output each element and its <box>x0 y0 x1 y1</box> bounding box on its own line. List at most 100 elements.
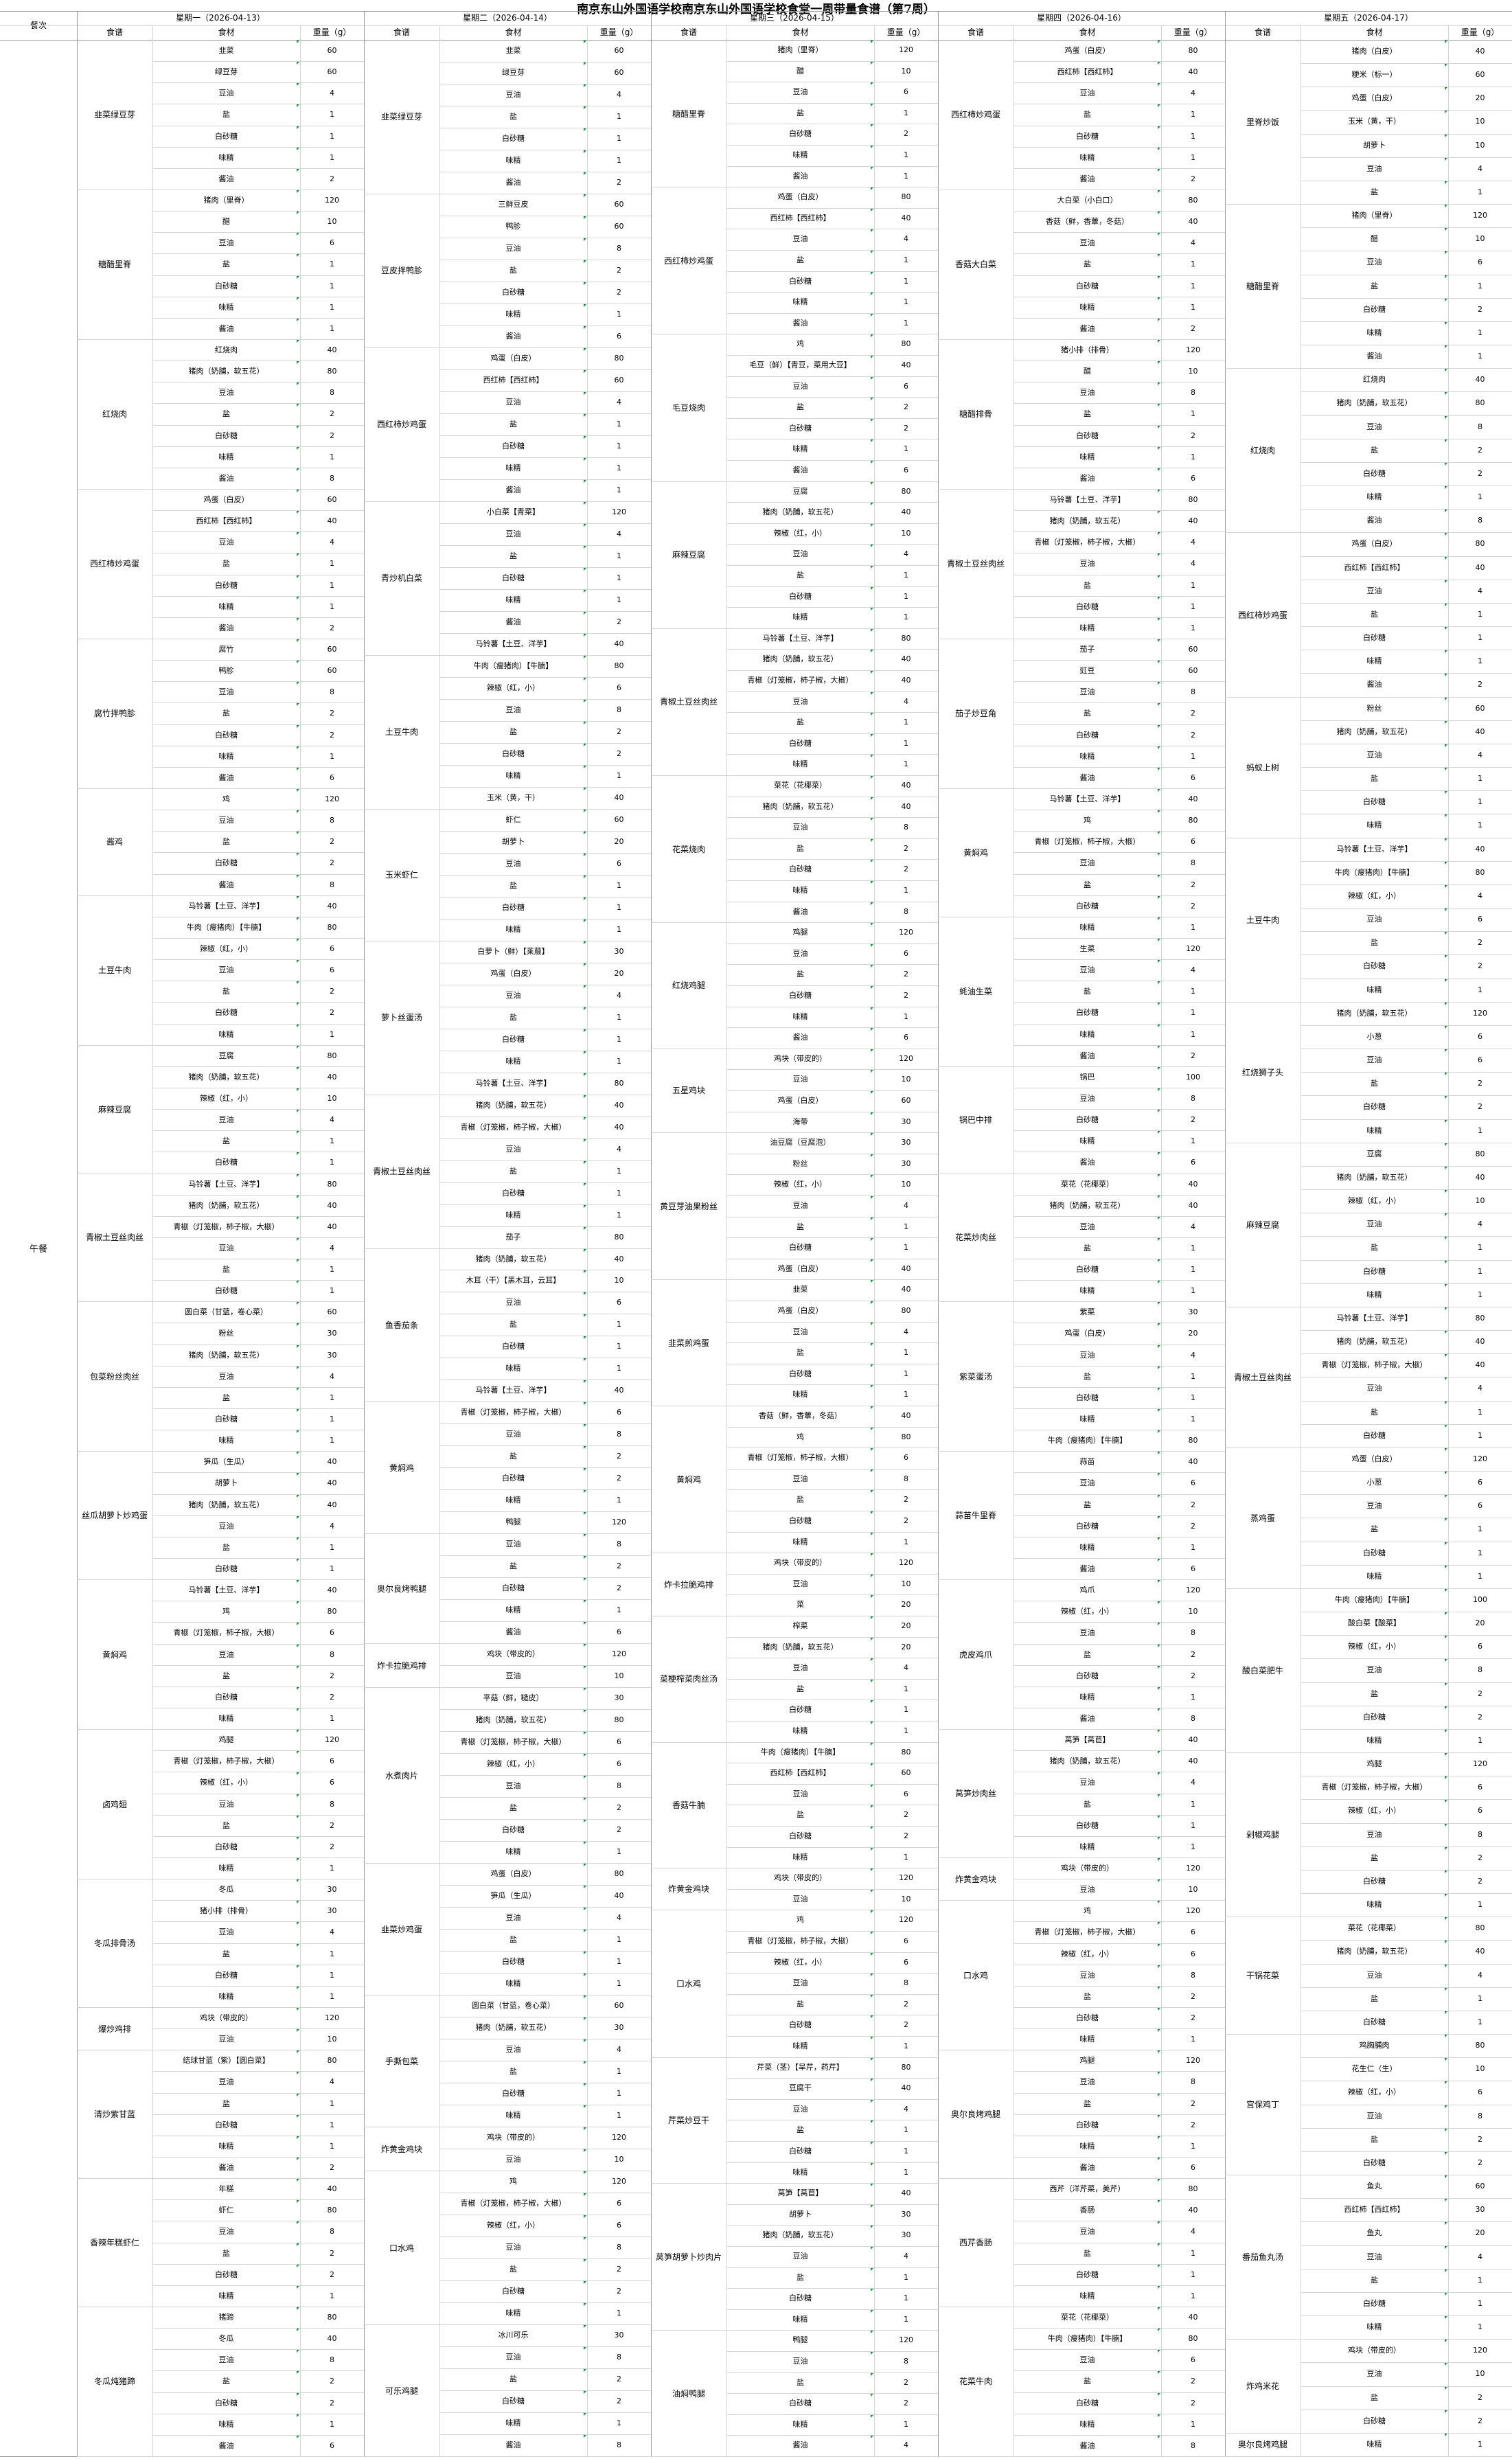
ingredient: 毛豆（鲜）【青豆，菜用大豆】 <box>749 361 851 369</box>
ingredient-weight: 40 <box>1475 1947 1485 1956</box>
ingredient: 盐 <box>1371 938 1378 948</box>
ingredient-weight: 1 <box>1191 1542 1195 1552</box>
ingredient-weight: 1 <box>617 2309 621 2318</box>
ingredient: 牛肉（瘦猪肉）【牛腩】 <box>1047 2334 1127 2344</box>
cell-marker-icon <box>871 1028 873 1031</box>
ingredient-weight: 6 <box>904 1789 908 1798</box>
ingredient-weight: 1 <box>617 1210 621 1220</box>
ingredient-weight: 1 <box>904 297 908 307</box>
cell-marker-icon <box>584 743 586 746</box>
ingredient-weight: 1 <box>617 1342 621 1351</box>
cell-marker-icon <box>1445 2316 1447 2319</box>
ingredient-weight: 2 <box>330 1820 334 1830</box>
ingredient: 味精 <box>792 613 808 622</box>
cell-marker-icon <box>1445 814 1447 818</box>
ingredient-weight: 6 <box>1191 1949 1195 1958</box>
ingredient-weight: 4 <box>617 2045 621 2055</box>
grid-line <box>1301 2127 1512 2129</box>
ingredient-weight: 1 <box>617 1605 621 1615</box>
ingredient-weight: 1 <box>1478 797 1482 807</box>
ingredient-weight: 1 <box>1191 1415 1195 1424</box>
grid-line <box>1013 403 1225 404</box>
cell-marker-icon <box>871 1343 873 1347</box>
grid-line <box>152 2157 364 2158</box>
ingredient-weight: 80 <box>1475 867 1485 877</box>
cell-marker-icon <box>871 1469 873 1472</box>
ingredient-weight: 4 <box>904 696 908 706</box>
ingredient: 盐 <box>509 111 517 121</box>
cell-marker-icon <box>584 1314 586 1318</box>
grid-line <box>439 1929 651 1930</box>
cell-marker-icon <box>297 1216 299 1220</box>
dish-name: 口水鸡 <box>389 2243 414 2253</box>
cell-marker-icon <box>584 128 586 131</box>
cell-marker-icon <box>297 2114 299 2118</box>
ingredient-weight: 40 <box>901 507 911 517</box>
cell-marker-icon <box>297 1858 299 1862</box>
ingredient: 味精 <box>1366 2322 1382 2331</box>
cell-marker-icon <box>1445 1002 1447 1005</box>
ingredient-column-header: 食材 <box>1079 27 1096 37</box>
dish-name: 青炒机白菜 <box>380 573 422 584</box>
ingredient: 盐 <box>222 837 230 847</box>
grid-line <box>1301 415 1512 416</box>
grid-line <box>152 766 364 768</box>
cell-marker-icon <box>871 2142 873 2145</box>
ingredient-weight: 8 <box>1191 687 1195 697</box>
grid-line <box>1013 1643 1225 1645</box>
ingredient: 盐 <box>222 1949 230 1958</box>
grid-line <box>152 660 364 661</box>
grid-line <box>938 1729 1225 1730</box>
ingredient-weight: 40 <box>1188 794 1198 803</box>
grid-line <box>651 2183 938 2184</box>
cell-marker-icon <box>584 369 586 373</box>
grid-line <box>439 1599 651 1601</box>
grid-line <box>1301 1822 1512 1824</box>
cell-marker-icon <box>1445 1213 1447 1217</box>
ingredient: 猪肉（里脊） <box>203 195 249 205</box>
ingredient: 白砂糖 <box>789 423 812 433</box>
ingredient-weight: 40 <box>327 2334 337 2344</box>
ingredient: 盐 <box>1084 1243 1091 1253</box>
cell-marker-icon <box>1158 639 1160 642</box>
ingredient-weight: 100 <box>1473 1594 1487 1604</box>
cell-marker-icon <box>871 1637 873 1640</box>
cell-marker-icon <box>871 1932 873 1934</box>
ingredient-weight: 6 <box>617 1627 621 1637</box>
grid-line <box>726 355 938 356</box>
cell-marker-icon <box>584 1534 586 1537</box>
ingredient-weight: 80 <box>1475 398 1485 408</box>
dish-name: 酱鸡 <box>106 837 123 847</box>
ingredient-weight: 1 <box>1478 774 1482 784</box>
grid-line <box>439 2412 651 2414</box>
grid-line <box>726 376 938 377</box>
ingredient-weight: 120 <box>899 1873 913 1883</box>
ingredient: 马铃薯【土豆、洋芋】 <box>1049 794 1125 803</box>
cell-marker-icon <box>1158 1409 1160 1413</box>
ingredient: 豆油 <box>218 816 234 825</box>
ingredient: 锅巴 <box>1079 1072 1095 1082</box>
ingredient-weight: 2 <box>1478 961 1482 971</box>
ingredient: 盐 <box>509 1320 517 1329</box>
ingredient-weight: 8 <box>330 473 334 483</box>
grid-line <box>152 937 364 939</box>
ingredient-weight: 40 <box>1188 2206 1198 2215</box>
ingredient: 白砂糖 <box>215 1008 238 1018</box>
ingredient-weight: 40 <box>614 1122 624 1132</box>
cell-marker-icon <box>871 2162 873 2166</box>
ingredient-weight: 1 <box>1478 656 1482 666</box>
ingredient: 辣椒（红，小） <box>487 1759 540 1769</box>
cell-marker-icon <box>871 439 873 443</box>
cell-marker-icon <box>584 1073 586 1076</box>
ingredient: 酱油 <box>218 174 234 183</box>
grid-line <box>152 275 364 276</box>
ingredient: 豆油 <box>1079 1885 1095 1895</box>
ingredient: 盐 <box>1084 110 1091 119</box>
cell-marker-icon <box>1158 254 1160 258</box>
grid-line <box>152 2199 364 2201</box>
cell-marker-icon <box>297 2008 299 2011</box>
grid-line <box>726 817 938 819</box>
ingredient-weight: 1 <box>1191 152 1195 162</box>
grid-line <box>439 567 651 568</box>
ingredient-weight: 40 <box>1188 1457 1198 1467</box>
